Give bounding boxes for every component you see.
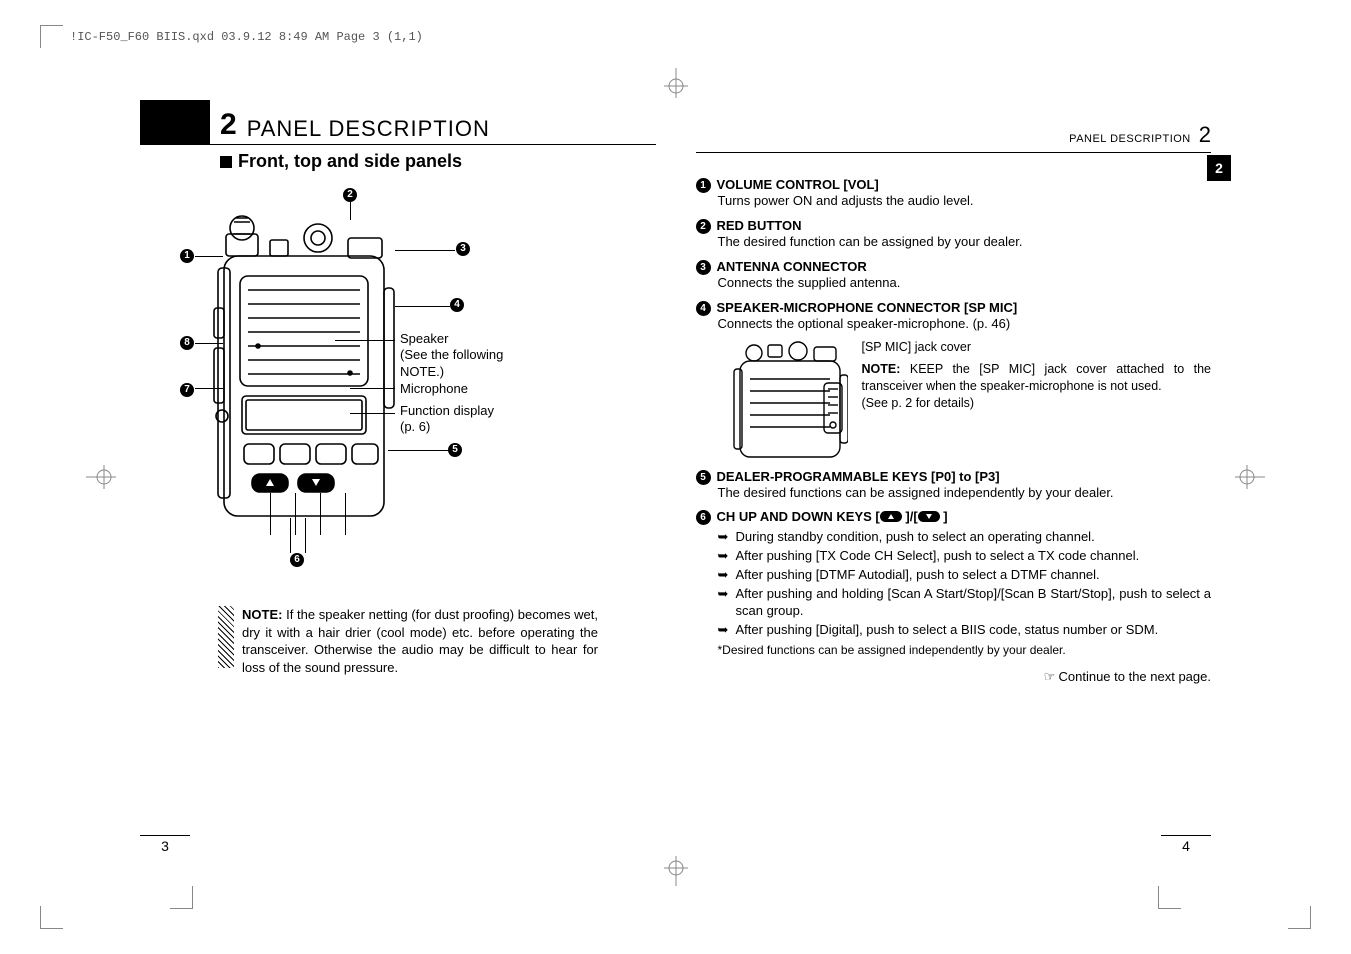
note-text: NOTE: If the speaker netting (for dust p…	[242, 606, 598, 676]
item-sp-mic: 4SPEAKER-MICROPHONE CONNECTOR [SP MIC] C…	[696, 300, 1212, 459]
crop-mark	[1288, 906, 1311, 929]
footnote: *Desired functions can be assigned indep…	[718, 643, 1212, 657]
chapter-header: 2 PANEL DESCRIPTION	[140, 100, 656, 145]
label-speaker: Speaker (See the following NOTE.)	[400, 331, 503, 380]
callout-8: 8	[180, 336, 194, 350]
reg-mark-top	[664, 68, 688, 98]
reg-mark-right	[1235, 465, 1265, 489]
label-funcdisp: Function display (p. 6)	[400, 403, 494, 436]
reg-mark-bottom	[664, 856, 688, 886]
print-header: !IC-F50_F60 BIIS.qxd 03.9.12 8:49 AM Pag…	[70, 30, 423, 44]
down-key-icon	[918, 511, 940, 522]
item-volume: 1VOLUME CONTROL [VOL] Turns power ON and…	[696, 177, 1212, 210]
continue-note: ☞ Continue to the next page.	[696, 669, 1212, 685]
running-head: PANEL DESCRIPTION 2	[696, 100, 1212, 153]
crop-mark	[40, 25, 63, 48]
callout-2: 2	[343, 188, 357, 202]
up-key-icon	[880, 511, 902, 522]
callout-3: 3	[456, 242, 470, 256]
callout-4: 4	[450, 298, 464, 312]
sp-mic-illustration	[718, 339, 848, 459]
item-red-button: 2RED BUTTON The desired function can be …	[696, 218, 1212, 251]
sp-mic-note: [SP MIC] jack cover NOTE: KEEP the [SP M…	[862, 339, 1212, 459]
callout-7: 7	[180, 383, 194, 397]
callout-5: 5	[448, 443, 462, 457]
chapter-number: 2	[220, 108, 237, 142]
page-number-right: 4	[1161, 835, 1211, 854]
section-subtitle: Front, top and side panels	[220, 151, 656, 172]
chapter-box	[140, 100, 210, 144]
side-tab: 2	[1207, 155, 1231, 181]
sp-mic-inset: [SP MIC] jack cover NOTE: KEEP the [SP M…	[718, 339, 1212, 459]
crop-mark	[40, 906, 63, 929]
chapter-title: PANEL DESCRIPTION	[247, 116, 490, 142]
left-page: 2 PANEL DESCRIPTION Front, top and side …	[140, 100, 656, 854]
item-list: 1VOLUME CONTROL [VOL] Turns power ON and…	[696, 177, 1212, 685]
radio-diagram: 1 2 3 4 5 6 7 8 Speaker (See the followi…	[140, 188, 656, 578]
label-mic: Microphone	[400, 381, 468, 397]
crop-mark	[1158, 886, 1181, 909]
speaker-note: NOTE: If the speaker netting (for dust p…	[218, 606, 598, 676]
radio-illustration	[198, 198, 398, 558]
crop-mark	[170, 886, 193, 909]
reg-mark-left	[86, 465, 116, 489]
square-bullet-icon	[220, 156, 232, 168]
ch-bullets: ➥During standby condition, push to selec…	[718, 529, 1212, 638]
page-number-left: 3	[140, 835, 190, 854]
right-page: PANEL DESCRIPTION 2 2 1VOLUME CONTROL [V…	[696, 100, 1212, 854]
hatch-icon	[218, 606, 234, 668]
callout-1: 1	[180, 249, 194, 263]
callout-6: 6	[290, 553, 304, 567]
item-dealer-keys: 5DEALER-PROGRAMMABLE KEYS [P0] to [P3] T…	[696, 469, 1212, 502]
page-spread: !IC-F50_F60 BIIS.qxd 03.9.12 8:49 AM Pag…	[0, 0, 1351, 954]
item-antenna: 3ANTENNA CONNECTOR Connects the supplied…	[696, 259, 1212, 292]
item-ch-keys: 6 CH UP AND DOWN KEYS [ ]/[ ] ➥During st…	[696, 509, 1212, 656]
